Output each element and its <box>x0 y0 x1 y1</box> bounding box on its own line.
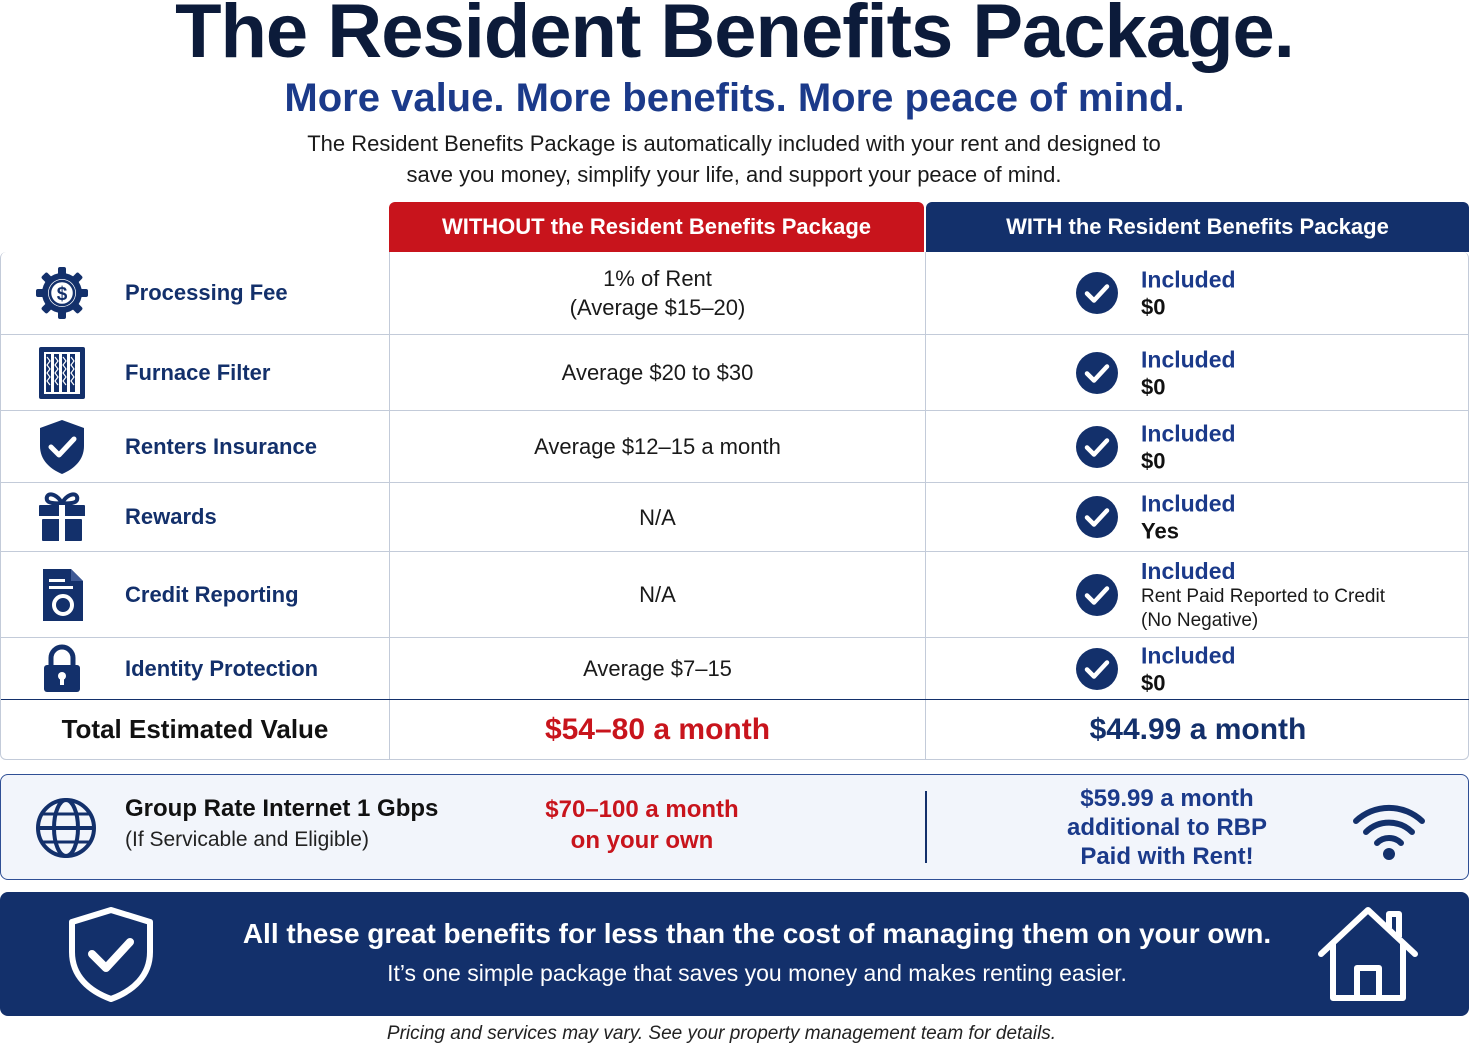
without-value-line-1: 1% of Rent <box>603 266 712 291</box>
with-cell: Included $0 <box>926 252 1469 334</box>
benefit-label: Identity Protection <box>125 655 319 681</box>
check-circle-icon <box>1076 496 1118 538</box>
total-without-value: $54–80 a month <box>544 713 771 746</box>
intro-line-2: save you money, simplify your life, and … <box>406 162 1062 187</box>
table-row-renters-insurance: Renters Insurance Average $12–15 a month… <box>1 411 1469 483</box>
without-cell: N/A <box>390 483 926 551</box>
page-subtitle: More value. More benefits. More peace of… <box>284 76 1185 120</box>
internet-own-price: $70–100 a month on your own <box>491 794 793 856</box>
included-label: Included <box>1141 557 1236 584</box>
benefit-cell: Credit Reporting <box>1 552 390 637</box>
without-value: Average $20 to $30 <box>561 360 754 385</box>
included-value: $0 <box>1141 670 1166 695</box>
banner-subtitle: It’s one simple package that saves you m… <box>387 960 1127 986</box>
benefit-label: Processing Fee <box>125 280 288 305</box>
included-value-line-2: (No Negative) <box>1141 609 1259 631</box>
included-value-line-1: Rent Paid Reported to Credit <box>1141 585 1385 607</box>
table-row-total: Total Estimated Value $54–80 a month $44… <box>1 700 1469 759</box>
table-row-credit-reporting: Credit Reporting N/A Included Rent Paid … <box>1 552 1469 638</box>
internet-rbp-line-3: Paid with Rent! <box>1080 843 1254 870</box>
without-cell: Average $7–15 <box>390 638 926 699</box>
gift-icon <box>31 486 93 548</box>
house-icon <box>1318 907 1418 1001</box>
with-cell: Included $0 <box>926 411 1469 482</box>
table-row-identity-protection: Identity Protection Average $7–15 Includ… <box>1 638 1469 700</box>
without-value-line-2: (Average $15–20) <box>569 295 746 320</box>
included-label: Included <box>1141 642 1236 668</box>
shield-check-icon <box>31 416 93 478</box>
table-row-rewards: Rewards N/A Included Yes <box>1 483 1469 552</box>
included-label: Included <box>1141 266 1236 293</box>
total-with-value: $44.99 a month <box>1089 712 1307 746</box>
check-circle-icon <box>1076 351 1118 394</box>
lock-icon <box>31 638 93 700</box>
intro-text: The Resident Benefits Package is automat… <box>234 128 1234 190</box>
internet-offer: Group Rate Internet 1 Gbps (If Servicabl… <box>0 774 1469 880</box>
internet-rbp-price: $59.99 a month additional to RBP Paid wi… <box>1021 784 1313 871</box>
page-title: The Resident Benefits Package. <box>175 0 1295 74</box>
summary-banner: All these great benefits for less than t… <box>0 892 1469 1016</box>
included-value: $0 <box>1141 294 1166 320</box>
included-label: Included <box>1141 346 1236 372</box>
internet-own-price-line-1: $70–100 a month <box>545 796 739 823</box>
without-cell: Average $12–15 a month <box>390 411 926 482</box>
total-without-cell: $54–80 a month <box>390 700 926 759</box>
without-cell: Average $20 to $30 <box>390 335 926 410</box>
internet-title: Group Rate Internet 1 Gbps <box>125 795 439 822</box>
table-row-processing-fee: $ Processing Fee 1% of Rent (Average $15… <box>1 252 1469 335</box>
benefit-label: Furnace Filter <box>125 359 271 385</box>
with-cell: Included Yes <box>926 483 1469 551</box>
table-row-furnace-filter: Furnace Filter Average $20 to $30 Includ… <box>1 335 1469 411</box>
benefit-label: Rewards <box>125 504 217 529</box>
column-header-with: WITH the Resident Benefits Package <box>926 202 1469 252</box>
with-cell: Included $0 <box>926 335 1469 410</box>
internet-own-price-line-2: on your own <box>570 827 714 854</box>
internet-divider <box>925 791 927 863</box>
without-cell: 1% of Rent (Average $15–20) <box>390 252 926 334</box>
benefit-label: Credit Reporting <box>125 581 299 607</box>
globe-icon <box>36 798 96 858</box>
without-value: Average $12–15 a month <box>534 434 781 459</box>
included-label: Included <box>1141 420 1236 446</box>
total-label: Total Estimated Value <box>1 700 390 759</box>
internet-rbp-line-1: $59.99 a month <box>1080 785 1254 812</box>
check-circle-icon <box>1076 647 1118 690</box>
without-value: N/A <box>639 504 676 530</box>
comparison-table: $ Processing Fee 1% of Rent (Average $15… <box>0 252 1469 760</box>
svg-text:$: $ <box>57 284 68 305</box>
filter-icon <box>31 342 93 404</box>
footnote: Pricing and services may vary. See your … <box>386 1023 1057 1044</box>
included-value: Yes <box>1141 518 1179 544</box>
internet-rbp-line-2: additional to RBP <box>1067 814 1267 841</box>
benefit-cell: Renters Insurance <box>1 411 390 482</box>
total-with-cell: $44.99 a month <box>926 700 1469 759</box>
included-label: Included <box>1141 490 1236 517</box>
dollar-gear-icon: $ <box>31 262 93 324</box>
without-value: N/A <box>639 582 676 607</box>
included-value: $0 <box>1141 448 1166 473</box>
check-circle-icon <box>1076 425 1118 468</box>
column-header-without: WITHOUT the Resident Benefits Package <box>389 202 924 252</box>
check-circle-icon <box>1076 272 1118 314</box>
without-value: Average $7–15 <box>583 656 732 681</box>
with-cell: Included Rent Paid Reported to Credit (N… <box>926 552 1469 637</box>
banner-title: All these great benefits for less than t… <box>242 918 1272 949</box>
benefit-label: Renters Insurance <box>125 433 317 459</box>
included-value: $0 <box>1141 374 1166 399</box>
credit-report-icon <box>31 564 93 626</box>
benefit-cell: Identity Protection <box>1 638 390 699</box>
check-circle-icon <box>1076 573 1118 616</box>
benefit-cell: Rewards <box>1 483 390 551</box>
with-cell: Included $0 <box>926 638 1469 699</box>
benefit-cell: Furnace Filter <box>1 335 390 410</box>
intro-line-1: The Resident Benefits Package is automat… <box>307 131 1161 156</box>
internet-subtitle: (If Servicable and Eligible) <box>125 828 369 851</box>
wifi-icon <box>1353 804 1425 860</box>
without-cell: N/A <box>390 552 926 637</box>
benefit-cell: $ Processing Fee <box>1 252 390 334</box>
shield-check-icon <box>69 907 153 1002</box>
